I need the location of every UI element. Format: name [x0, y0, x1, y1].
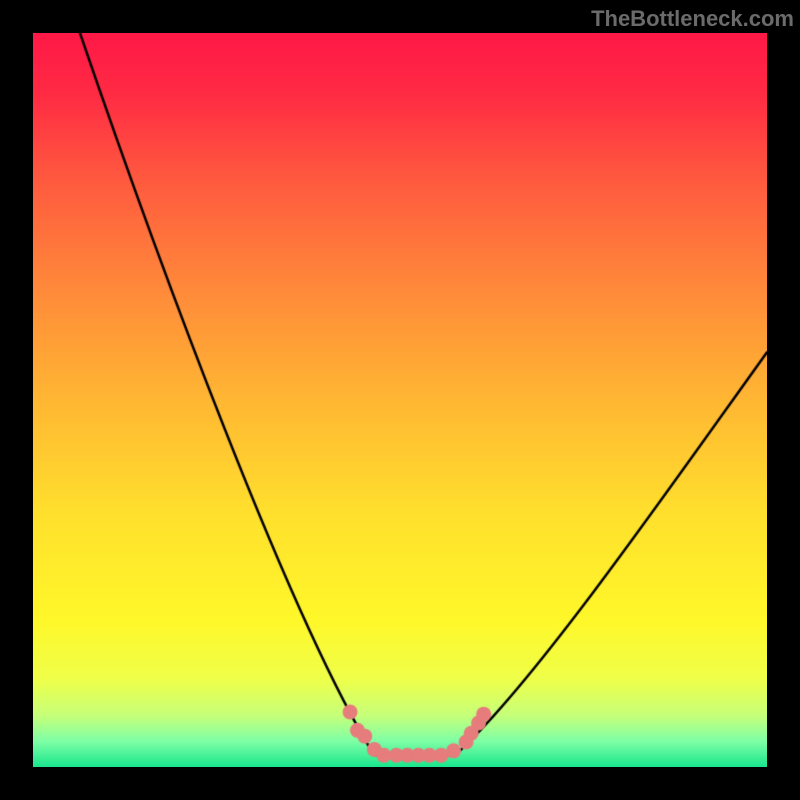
bottleneck-curve	[33, 33, 767, 767]
watermark-text: TheBottleneck.com	[591, 6, 794, 32]
chart-stage: TheBottleneck.com	[0, 0, 800, 800]
plot-area	[33, 33, 767, 767]
